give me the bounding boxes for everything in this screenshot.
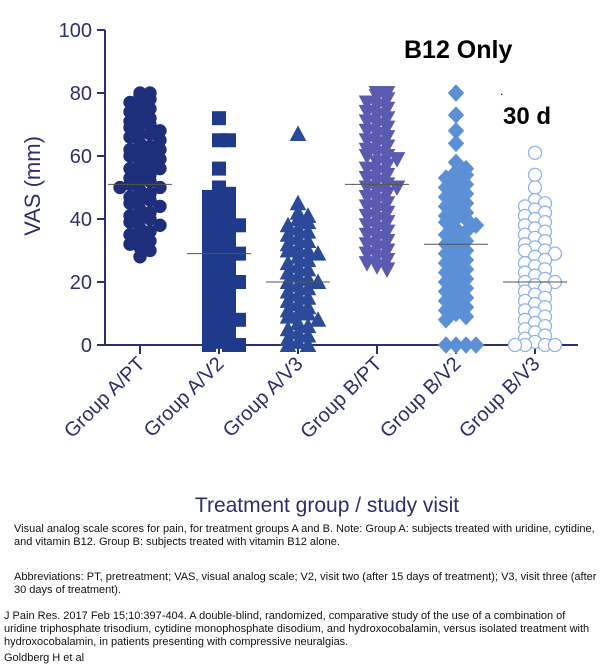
data-point	[153, 218, 167, 233]
abbreviations-note: Abbreviations: PT, pretreatment; VAS, vi…	[14, 571, 597, 596]
data-point	[212, 161, 226, 176]
data-point	[378, 262, 396, 278]
data-point	[437, 336, 455, 354]
y-tick-label: 80	[70, 83, 92, 105]
data-point	[299, 336, 317, 352]
data-point	[309, 311, 327, 327]
x-tick-label: Group A/V3	[219, 353, 308, 442]
data-point	[447, 134, 465, 153]
chart-marks	[108, 84, 567, 354]
data-point	[467, 216, 485, 235]
figure-caption: Visual analog scale scores for pain, for…	[14, 523, 595, 548]
y-tick-label: 40	[70, 209, 92, 231]
day-30-label: 30 d	[503, 103, 552, 130]
data-point	[527, 180, 543, 195]
data-point	[457, 307, 475, 326]
data-point	[527, 145, 543, 161]
data-point	[467, 336, 485, 354]
x-tick-label: Group A/V2	[140, 353, 229, 442]
data-point	[547, 246, 563, 261]
y-tick-label: 100	[59, 20, 92, 42]
data-point	[232, 338, 246, 352]
data-point	[143, 243, 157, 258]
data-point	[289, 125, 307, 141]
data-point	[113, 180, 127, 195]
data-point	[289, 333, 307, 349]
data-point	[447, 84, 465, 102]
x-tick-label: Group A/PT	[60, 353, 149, 442]
data-point	[153, 199, 167, 214]
y-axis-label: VAS (mm)	[20, 136, 45, 236]
x-tick-label: Group B/V2	[376, 353, 465, 442]
data-point	[507, 337, 523, 353]
citation: J Pain Res. 2017 Feb 15;10:397-404. A do…	[4, 610, 590, 648]
data-point	[447, 106, 465, 124]
data-point	[202, 338, 216, 352]
y-tick-label: 20	[70, 272, 92, 294]
y-tick-label: 60	[70, 146, 92, 168]
x-tick-label: Group B/V3	[455, 353, 544, 442]
data-point	[527, 167, 543, 183]
x-tick-label: Group B/PT	[296, 353, 386, 443]
data-point	[212, 111, 226, 126]
data-point	[547, 337, 563, 353]
data-point	[153, 161, 167, 176]
data-point	[309, 245, 327, 261]
citation-authors: Goldberg H et al	[4, 652, 85, 664]
y-tick-label: 0	[81, 335, 92, 357]
b12-only-label: B12 Only	[404, 36, 513, 64]
data-point	[279, 336, 297, 352]
stray-dot: .	[500, 84, 504, 98]
data-point	[437, 311, 455, 329]
x-axis-label: Treatment group / study visit	[195, 494, 459, 517]
data-point	[133, 250, 147, 264]
data-point	[222, 133, 236, 148]
